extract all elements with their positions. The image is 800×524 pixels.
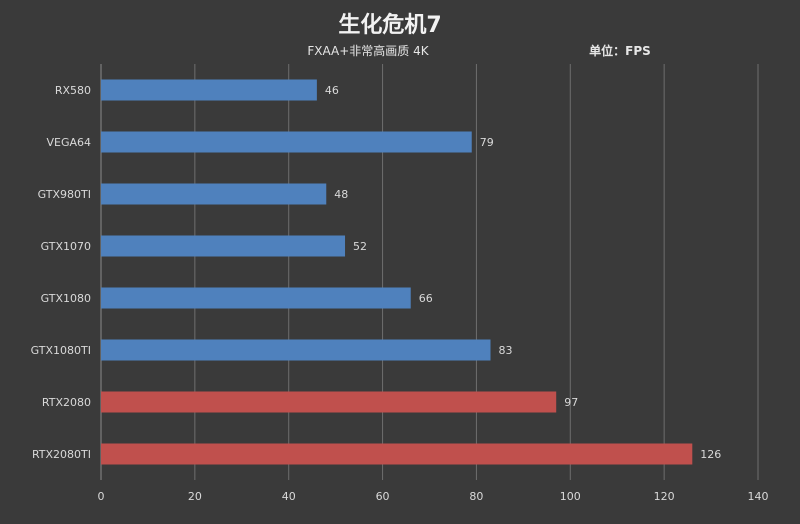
category-label: GTX980TI xyxy=(38,188,91,201)
value-label: 66 xyxy=(419,292,433,305)
bar xyxy=(101,79,317,101)
bar xyxy=(101,131,472,153)
gridlines xyxy=(100,64,759,480)
x-tick-label: 120 xyxy=(654,490,675,503)
bars xyxy=(101,79,693,465)
x-tick-label: 40 xyxy=(282,490,296,503)
bar xyxy=(101,183,327,205)
category-label: RTX2080TI xyxy=(32,448,91,461)
category-label: GTX1070 xyxy=(41,240,91,253)
bar xyxy=(101,235,346,257)
category-label: VEGA64 xyxy=(46,136,91,149)
bar xyxy=(101,391,557,413)
value-label: 79 xyxy=(480,136,494,149)
value-label: 52 xyxy=(353,240,367,253)
x-tick-label: 80 xyxy=(469,490,483,503)
value-label: 46 xyxy=(325,84,339,97)
chart-title: 生化危机7 xyxy=(338,12,441,38)
x-tick-label: 0 xyxy=(98,490,105,503)
value-label: 48 xyxy=(334,188,348,201)
bar xyxy=(101,443,693,465)
value-label: 126 xyxy=(700,448,721,461)
category-label: RTX2080 xyxy=(42,396,91,409)
bar xyxy=(101,339,491,361)
bar xyxy=(101,287,411,309)
value-label: 83 xyxy=(499,344,513,357)
x-tick-label: 20 xyxy=(188,490,202,503)
unit-label: 单位：FPS xyxy=(589,43,651,58)
x-tick-label: 140 xyxy=(748,490,769,503)
chart-subtitle: FXAA+非常高画质 4K xyxy=(307,43,429,58)
value-label: 97 xyxy=(564,396,578,409)
category-label: GTX1080 xyxy=(41,292,91,305)
category-label: GTX1080TI xyxy=(31,344,91,357)
category-label: RX580 xyxy=(55,84,91,97)
x-tick-label: 100 xyxy=(560,490,581,503)
x-tick-label: 60 xyxy=(376,490,390,503)
labels: 0 20 40 60 80 100 120 140 RX580 46 VEGA64 79 GTX980T… xyxy=(31,84,769,503)
